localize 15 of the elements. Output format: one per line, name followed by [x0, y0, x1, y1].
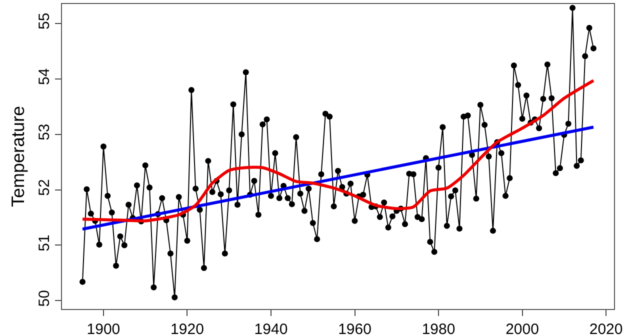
y-tick-label: 53 — [36, 124, 53, 140]
y-tick-label: 52 — [36, 179, 53, 196]
x-tick-label: 1900 — [86, 321, 120, 335]
x-tick-label: 1920 — [170, 321, 204, 335]
y-tick-label: 55 — [36, 12, 53, 30]
y-tick-label: 54 — [36, 68, 53, 85]
y-tick-label: 51 — [36, 234, 53, 252]
y-tick-label: 50 — [36, 290, 53, 307]
x-tick-label: 1980 — [422, 321, 456, 335]
x-tick-label: 2000 — [506, 321, 539, 335]
x-tick-label: 2020 — [589, 321, 623, 335]
x-tick-label: 1940 — [254, 321, 288, 335]
line-series — [81, 79, 595, 222]
x-tick-label: 1960 — [338, 321, 372, 335]
y-axis-title: Temperature — [8, 106, 28, 208]
